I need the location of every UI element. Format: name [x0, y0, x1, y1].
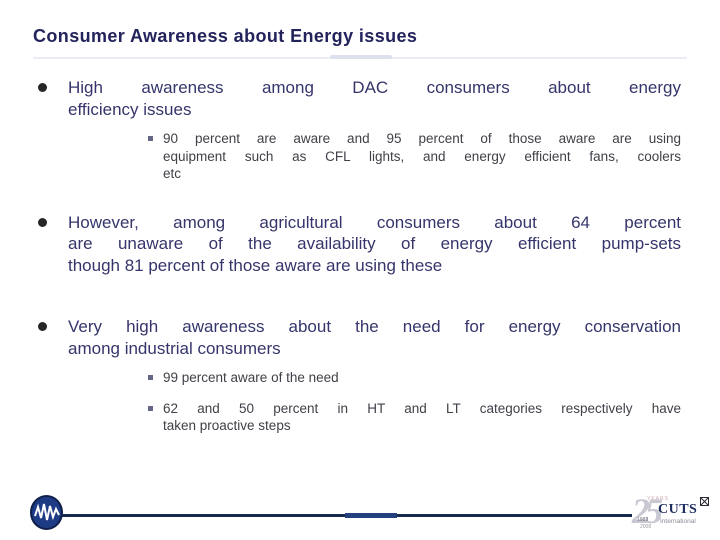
bullet-dot-icon [38, 83, 47, 92]
bullet-item: Very high awareness about the need for e… [38, 316, 681, 359]
bullet-line: though 81 percent of those aware are usi… [68, 255, 443, 275]
bullet-line: among industrial consumers [68, 338, 281, 358]
bullet-line: efficiency issues [68, 99, 192, 119]
bullet-dot-icon [38, 217, 47, 227]
bullet-line: High awareness among DAC consumers about… [68, 78, 681, 97]
bullet-square-icon [148, 136, 153, 141]
bullet-text: 90 percent are aware and 95 percent of t… [163, 130, 681, 183]
bullet-line: 90 percent are aware and 95 percent of t… [163, 131, 681, 146]
bullet-line: are unaware of the availability of energ… [68, 234, 681, 253]
bullet-item: High awareness among DAC consumers about… [38, 77, 681, 120]
bullet-line: taken proactive steps [163, 418, 291, 433]
bullet-line: However, among agricultural consumers ab… [68, 212, 681, 232]
org-subtitle: International [660, 518, 696, 525]
anniversary-year-end: 2008 [640, 524, 652, 530]
anniversary-label: YEARS [647, 496, 669, 502]
bullet-text: 99 percent aware of the need [163, 369, 681, 387]
bullet-item: 99 percent aware of the need [38, 369, 681, 387]
bullet-line: etc [163, 166, 182, 181]
waveform-icon [34, 503, 60, 521]
bullet-square-icon [148, 375, 153, 380]
waveform-logo [30, 495, 63, 530]
footer-rule [62, 513, 632, 518]
bullet-line: Very high awareness about the need for e… [68, 317, 681, 336]
bullet-list: High awareness among DAC consumers about… [38, 77, 681, 435]
bullet-text: 62 and 50 percent in HT and LT categorie… [163, 400, 681, 435]
bullet-text: However, among agricultural consumers ab… [68, 212, 681, 277]
title-divider-segment [330, 55, 392, 59]
org-name: CUTS [658, 502, 698, 517]
anniversary-number: 25 [632, 491, 663, 531]
footer-rule-segment [345, 513, 397, 518]
slide-title: Consumer Awareness about Energy issues [33, 26, 418, 46]
anniversary-year-start: 1983 [637, 517, 649, 523]
bullet-item: However, among agricultural consumers ab… [38, 212, 681, 277]
bullet-line: 62 and 50 percent in HT and LT categorie… [163, 400, 681, 416]
bullet-item: 90 percent are aware and 95 percent of t… [38, 130, 681, 183]
bullet-text: Very high awareness about the need for e… [68, 316, 681, 359]
bullet-line: 99 percent aware of the need [163, 370, 339, 385]
compass-square-icon [700, 497, 709, 506]
bullet-line: equipment such as CFL lights, and energy… [163, 148, 681, 164]
bullet-item: 62 and 50 percent in HT and LT categorie… [38, 400, 681, 435]
bullet-text: High awareness among DAC consumers about… [68, 77, 681, 120]
title-divider [33, 55, 687, 59]
bullet-dot-icon [38, 322, 47, 331]
bullet-square-icon [148, 405, 153, 411]
